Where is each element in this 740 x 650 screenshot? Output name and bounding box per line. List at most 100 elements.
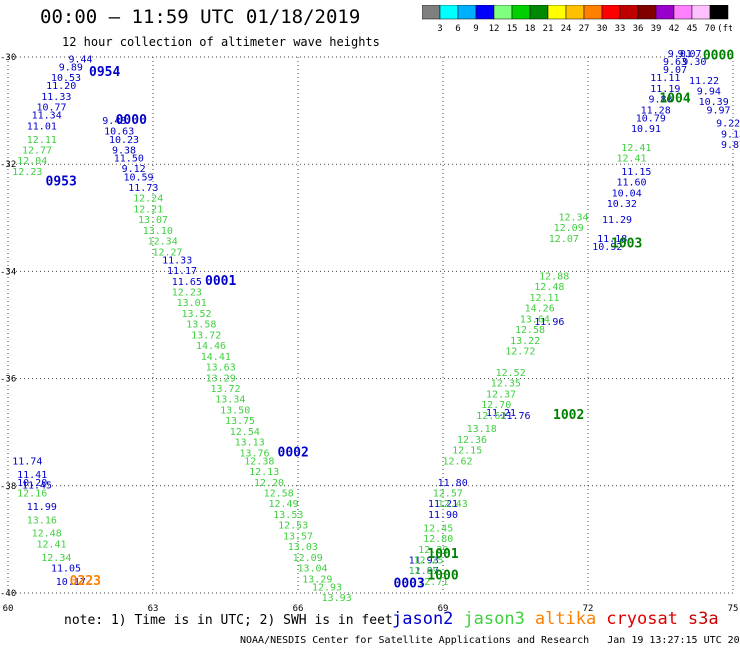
wave-height-value: 11.21 (428, 499, 458, 510)
wave-height-value: 9.12 (122, 164, 146, 175)
wave-height-value: 11.87 (409, 566, 439, 577)
satellite-legend-item: s3a (687, 609, 719, 629)
wave-height-value: 12.09 (409, 566, 439, 577)
colorbar-label: 39 (651, 24, 662, 34)
wave-height-value: 9.43 (102, 116, 126, 127)
wave-height-value: 13.04 (297, 564, 327, 575)
wave-height-value: 12.48 (534, 282, 564, 293)
wave-height-value: 12.23 (172, 288, 202, 299)
time-label: 0000 (703, 49, 734, 64)
wave-height-value: 11.34 (32, 111, 62, 122)
wave-height-value: 12.41 (36, 539, 66, 550)
wave-height-value: 12.09 (554, 223, 584, 234)
wave-height-value: 12.23 (12, 167, 42, 178)
wave-height-value: 12.36 (457, 435, 487, 446)
wave-height-value: 13.29 (302, 574, 332, 585)
wave-height-value: 12.38 (244, 456, 274, 467)
wave-height-value: 13.52 (181, 309, 211, 320)
wave-height-value: 12.54 (230, 427, 260, 438)
wave-height-value: 9.13 (721, 129, 740, 140)
wave-height-value: 11.20 (46, 81, 76, 92)
wave-height-value: 10.20 (17, 478, 47, 489)
wave-height-value: 12.70 (481, 400, 511, 411)
wave-height-value: 10.63 (104, 127, 134, 138)
wave-height-value: 13.57 (283, 531, 313, 542)
satellite-legend-item: jason2 (392, 609, 454, 629)
wave-height-value: 12.24 (133, 194, 163, 205)
wave-height-value: 11.76 (500, 411, 530, 422)
wave-height-value: 11.22 (689, 76, 719, 87)
wave-height-value: 9.30 (682, 57, 706, 68)
colorbar-label: 3 (437, 24, 442, 34)
wave-height-value: 9.22 (716, 119, 740, 130)
y-tick-label: -36 (0, 375, 16, 385)
wave-height-value: 9.38 (112, 145, 136, 156)
wave-height-value: 9.63 (663, 57, 687, 68)
chart-title: 00:00 – 11:59 UTC 01/18/2019 (40, 6, 361, 28)
wave-height-value: 12.72 (505, 346, 535, 357)
wave-height-value: 11.50 (114, 154, 144, 165)
wave-height-value: 12.21 (133, 204, 163, 215)
wave-height-value: 11.29 (602, 215, 632, 226)
wave-height-value: 12.43 (438, 499, 468, 510)
wave-height-value: 12.41 (621, 143, 651, 154)
wave-height-value: 13.50 (220, 405, 250, 416)
wave-height-value: 11.74 (12, 456, 42, 467)
wave-height-value: 11.99 (27, 502, 57, 513)
colorbar-swatch (709, 5, 729, 20)
wave-height-value: 12.88 (539, 271, 569, 282)
wave-height-value: 12.49 (268, 499, 298, 510)
wave-height-value: 12.48 (32, 529, 62, 540)
wave-height-value: 12.58 (515, 325, 545, 336)
colorbar-label: 24 (561, 24, 572, 34)
wave-height-value: 9.07 (677, 49, 701, 60)
satellite-legend-item: cryosat (606, 609, 678, 629)
wave-height-value: 12.20 (254, 478, 284, 489)
y-tick-label: -40 (0, 589, 16, 599)
wave-height-value: 13.53 (273, 510, 303, 521)
wave-height-value: 13.93 (322, 593, 352, 604)
wave-height-value: 9.44 (68, 54, 92, 65)
wave-height-value: 9.07 (663, 65, 687, 76)
satellite-legend-item: jason3 (463, 609, 525, 629)
wave-height-value: 12.37 (486, 389, 516, 400)
wave-height-value: 12.53 (278, 521, 308, 532)
wave-height-value: 12.04 (17, 156, 47, 167)
colorbar-label: 9 (473, 24, 478, 34)
wave-height-value: 9.94 (697, 87, 721, 98)
y-tick-label: -32 (0, 160, 16, 170)
credit-line: NOAA/NESDIS Center for Satellite Applica… (240, 635, 740, 646)
colorbar-label: 15 (507, 24, 518, 34)
wave-height-value: 13.72 (210, 384, 240, 395)
wave-height-value: 11.41 (17, 470, 47, 481)
wave-height-value: 12.34 (41, 553, 71, 564)
wave-height-value: 12.41 (616, 154, 646, 165)
colorbar-label: 30 (597, 24, 608, 34)
wave-height-value: 12.11 (27, 135, 57, 146)
wave-height-value: 11.01 (27, 121, 57, 132)
wave-height-value: 11.80 (438, 478, 468, 489)
wave-height-value: 12.15 (452, 446, 482, 457)
wave-height-value: 12.57 (433, 489, 463, 500)
wave-height-value: 11.18 (597, 234, 627, 245)
x-tick-label: 72 (583, 604, 594, 614)
wave-height-value: 10.53 (51, 73, 81, 84)
wave-height-value: 11.15 (621, 167, 651, 178)
wave-height-value: 13.75 (225, 416, 255, 427)
wave-height-value: 14.41 (201, 352, 231, 363)
colorbar-label: 45 (687, 24, 698, 34)
wave-height-value: 10.32 (607, 199, 637, 210)
wave-height-value: 13.18 (467, 424, 497, 435)
wave-height-value: 12.09 (293, 553, 323, 564)
x-tick-label: 75 (728, 604, 739, 614)
wave-height-value: 11.11 (650, 73, 680, 84)
colorbar-label: 21 (543, 24, 554, 34)
wave-height-value: 10.91 (631, 124, 661, 135)
time-label: 0954 (89, 65, 120, 80)
wave-height-value: 11.73 (128, 183, 158, 194)
wave-height-value: 13.13 (235, 438, 265, 449)
wave-height-value: 11.21 (486, 408, 516, 419)
wave-height-value: 13.16 (27, 515, 57, 526)
